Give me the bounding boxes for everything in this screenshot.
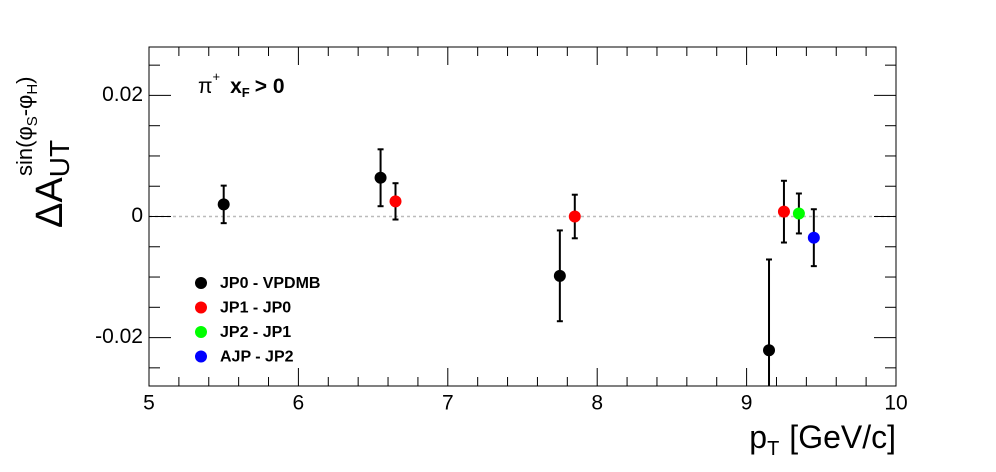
y-tick-label: 0.02: [102, 83, 143, 106]
x-tick-label: 10: [884, 392, 907, 415]
data-point: [777, 205, 790, 218]
particle: π: [198, 75, 213, 98]
legend-label: JP1 - JP0: [220, 300, 291, 317]
y-label-sup: sin(φS-φH): [12, 77, 41, 177]
legend-marker: [195, 326, 207, 338]
y-axis-label: ΔAUT sin(φS-φH): [12, 77, 76, 229]
y-tick-label: -0.02: [95, 325, 143, 348]
x-label-sub: T: [767, 438, 779, 460]
data-point: [217, 198, 230, 211]
legend-marker: [195, 277, 207, 289]
x-tick-label: 8: [591, 392, 603, 415]
legend-label: JP0 - VPDMB: [220, 275, 320, 292]
x-tick-label: 9: [741, 392, 753, 415]
y-sup-part: -φ: [12, 95, 37, 117]
x-label-unit: [GeV/c]: [789, 419, 896, 455]
data-point: [568, 210, 581, 223]
legend-marker: [195, 350, 207, 363]
y-sup-part: H: [24, 84, 41, 95]
legend-label: JP2 - JP1: [220, 324, 291, 341]
data-point: [807, 231, 820, 244]
data-point: [553, 269, 566, 282]
y-sup-part: S: [24, 116, 41, 126]
x-tick-label: 6: [293, 392, 305, 415]
charge: +: [213, 69, 221, 84]
legend-label: AJP - JP2: [220, 349, 294, 366]
y-label: ΔAUT: [29, 140, 75, 228]
annotation: π+ xF > 0: [198, 69, 285, 100]
y-sup-part: ): [12, 77, 37, 84]
x-axis-label: pT [GeV/c]: [749, 419, 896, 460]
variable: x: [230, 75, 242, 98]
y-tick-label: 0: [131, 204, 143, 227]
data-point: [792, 207, 805, 220]
cut: > 0: [255, 75, 285, 98]
y-sup-part: sin(φ: [12, 126, 37, 176]
x-tick-label: 5: [143, 392, 155, 415]
x-tick-label: 7: [442, 392, 454, 415]
variable-sub: F: [242, 85, 250, 100]
data-point: [374, 171, 387, 184]
y-label-main: ΔA: [29, 177, 71, 228]
legend-marker: [195, 301, 207, 314]
x-label-main: p: [749, 419, 767, 455]
data-point: [763, 344, 776, 357]
y-label-sub: UT: [44, 140, 75, 177]
data-point: [389, 195, 402, 208]
